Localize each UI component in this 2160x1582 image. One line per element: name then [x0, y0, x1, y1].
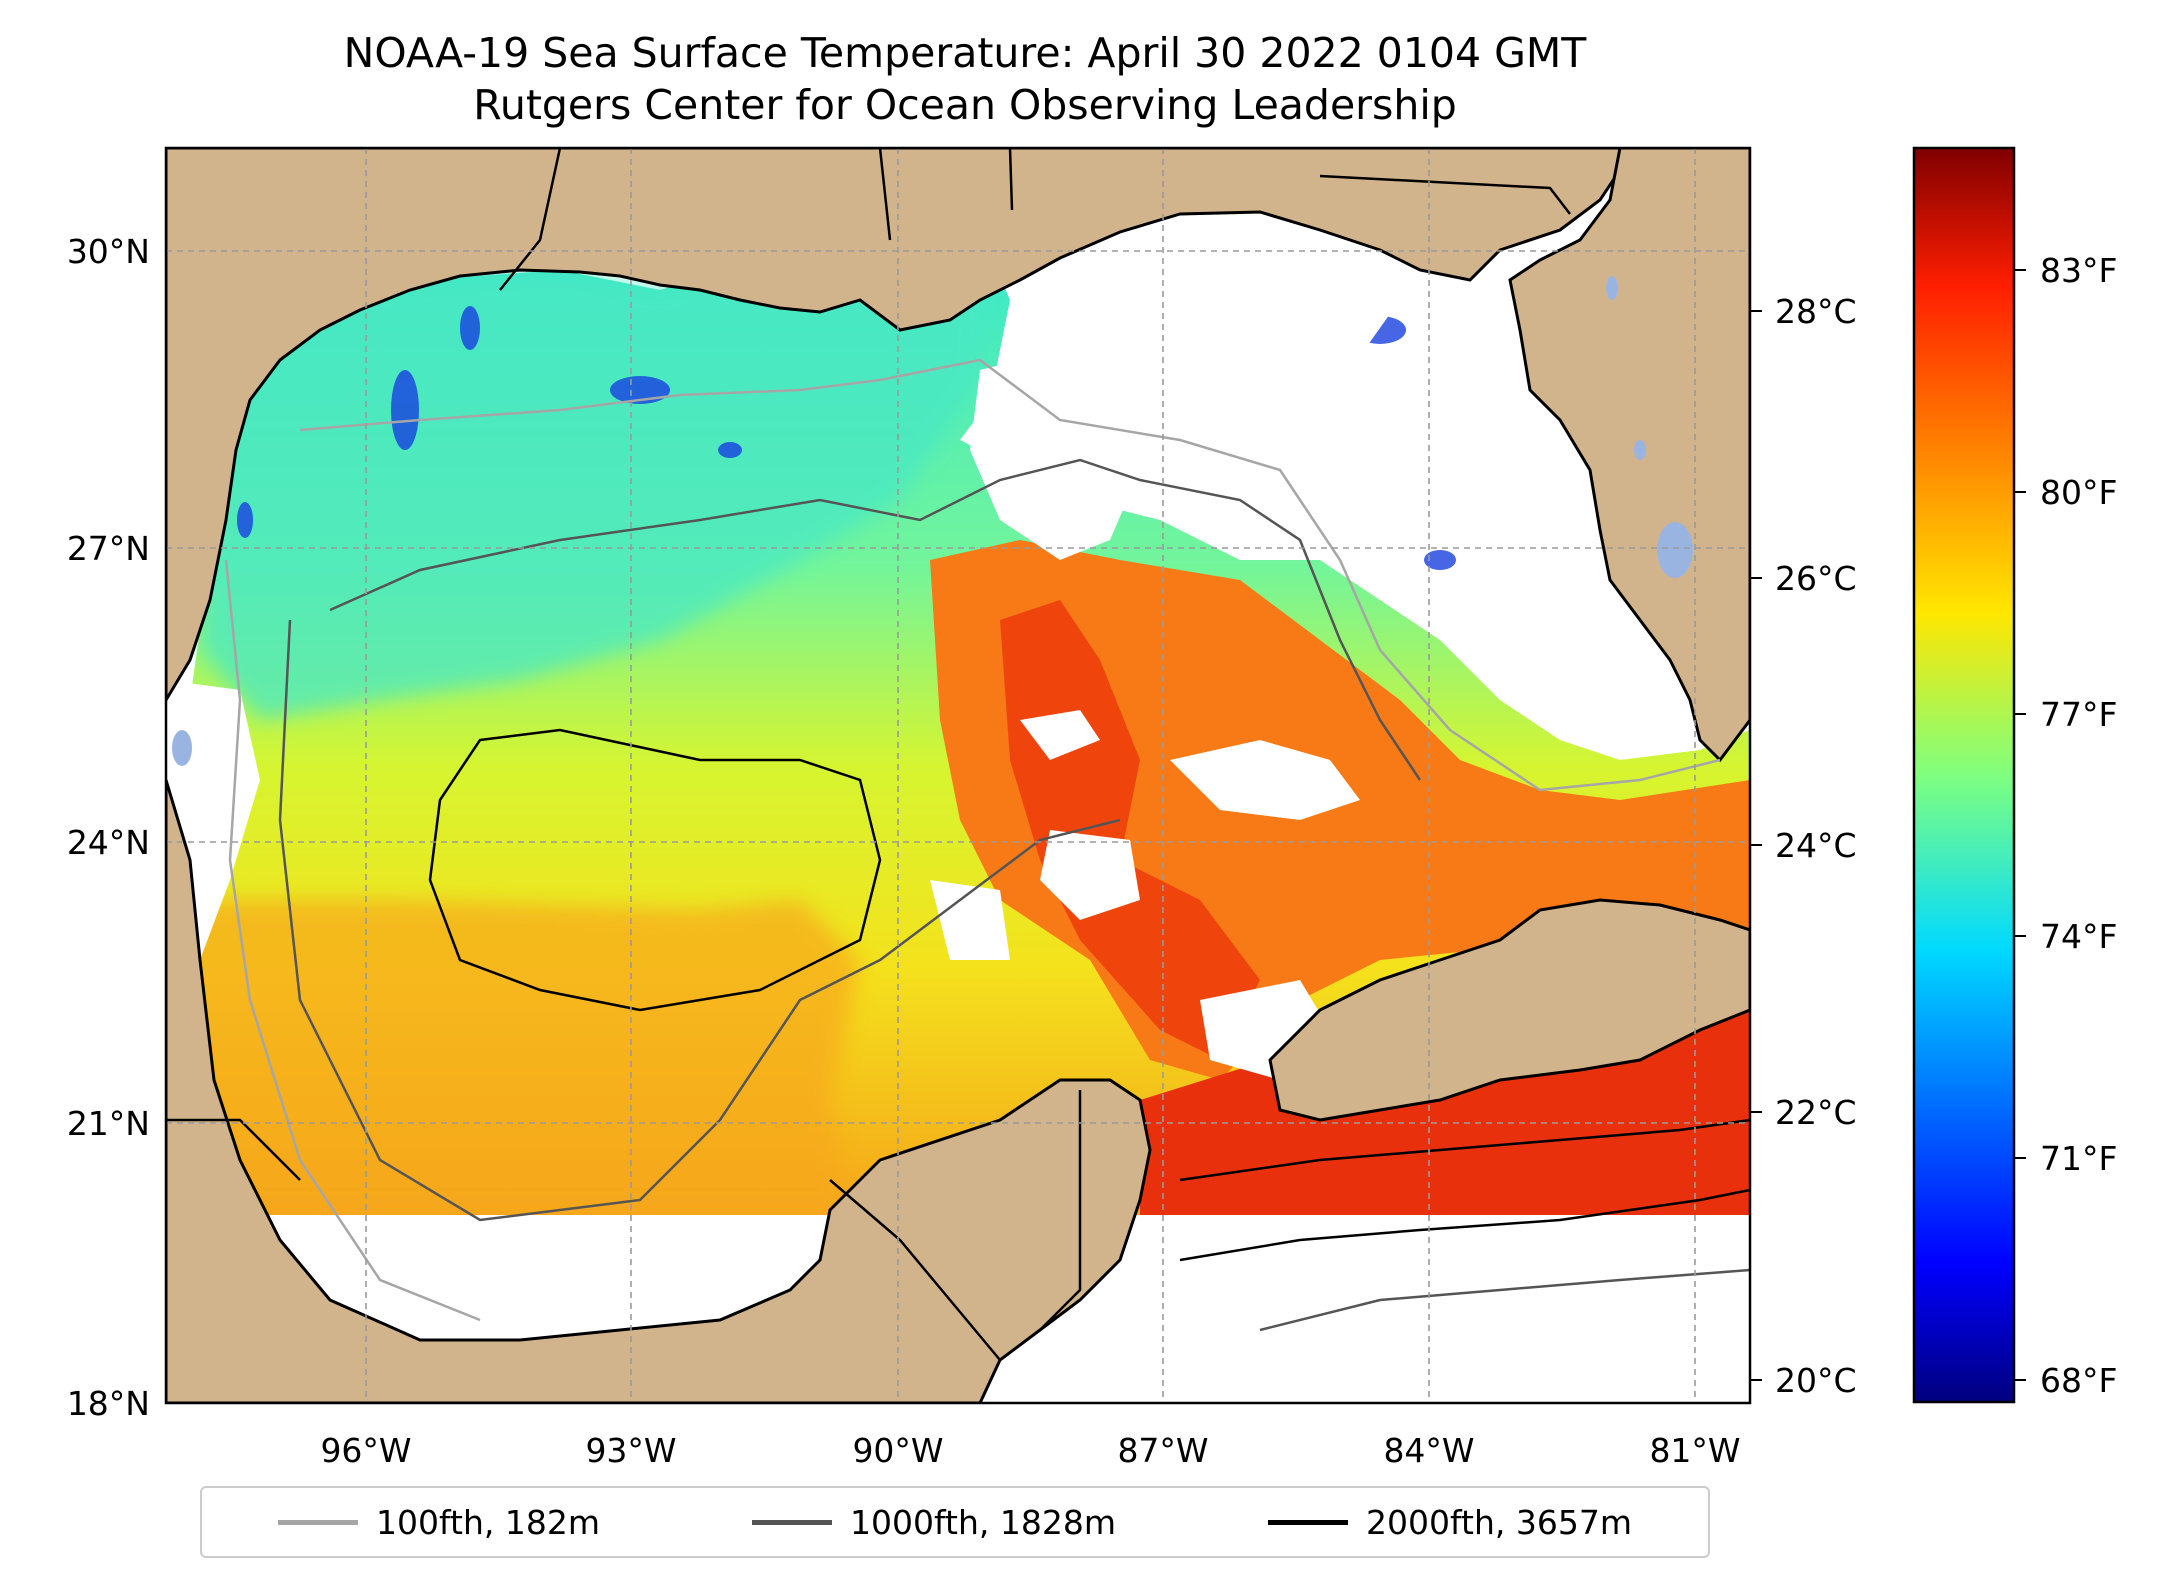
fahrenheit-tick: 68°F: [2040, 1361, 2117, 1400]
legend-swatch: [278, 1519, 358, 1525]
fahrenheit-tick: 71°F: [2040, 1139, 2117, 1178]
celsius-tick: 26°C: [1775, 559, 1857, 598]
gridlines: [166, 148, 1750, 1403]
lon-tick: 93°W: [585, 1431, 676, 1470]
fahrenheit-tick: 77°F: [2040, 695, 2117, 734]
bathymetry-contours: [224, 358, 1750, 1332]
lat-tick: 18°N: [67, 1384, 150, 1423]
legend-swatch: [752, 1519, 832, 1525]
lon-tick: 84°W: [1383, 1431, 1474, 1470]
legend-item-100fth: 100fth, 182m: [278, 1503, 600, 1542]
fahrenheit-tick: 74°F: [2040, 917, 2117, 956]
fahrenheit-tick: 80°F: [2040, 473, 2117, 512]
legend-label: 2000fth, 3657m: [1365, 1502, 1632, 1542]
borders: [166, 148, 1571, 1361]
map-subtitle: Rutgers Center for Ocean Observing Leade…: [473, 81, 1457, 129]
legend-item-1000fth: 1000fth, 1828m: [752, 1503, 1116, 1542]
lon-tick: 81°W: [1649, 1431, 1740, 1470]
celsius-tick: 24°C: [1775, 826, 1857, 865]
celsius-axis: 28°C 26°C 24°C 22°C 20°C: [1750, 292, 1857, 1400]
fahrenheit-tick: 83°F: [2040, 251, 2117, 290]
legend-label: 1000fth, 1828m: [850, 1502, 1116, 1542]
legend-label: 100fth, 182m: [376, 1502, 600, 1542]
lat-axis: 30°N 27°N 24°N 21°N 18°N: [67, 232, 150, 1423]
map-frame: [164, 146, 1752, 1405]
colorbar: 83°F 80°F 77°F 74°F 71°F 68°F: [1912, 146, 2117, 1404]
lat-tick: 30°N: [67, 232, 150, 271]
lon-tick: 87°W: [1117, 1431, 1208, 1470]
celsius-tick: 28°C: [1775, 292, 1857, 331]
lat-tick: 27°N: [67, 529, 150, 568]
lon-tick: 96°W: [320, 1431, 411, 1470]
map-title: NOAA-19 Sea Surface Temperature: April 3…: [343, 29, 1587, 77]
lon-tick: 90°W: [852, 1431, 943, 1470]
lat-tick: 24°N: [67, 823, 150, 862]
contour-legend: 100fth, 182m 1000fth, 1828m 2000fth, 365…: [200, 1486, 1710, 1558]
legend-item-2000fth: 2000fth, 3657m: [1267, 1502, 1632, 1542]
lon-axis: 96°W 93°W 90°W 87°W 84°W 81°W: [320, 1431, 1740, 1470]
lakes: [172, 276, 1693, 766]
legend-swatch: [1267, 1519, 1348, 1525]
colorbar-gradient: [1912, 146, 2016, 1404]
celsius-tick: 22°C: [1775, 1093, 1857, 1132]
lat-tick: 21°N: [67, 1104, 150, 1143]
celsius-tick: 20°C: [1775, 1361, 1857, 1400]
land: [166, 148, 1750, 1403]
map-area: [166, 148, 1750, 1403]
